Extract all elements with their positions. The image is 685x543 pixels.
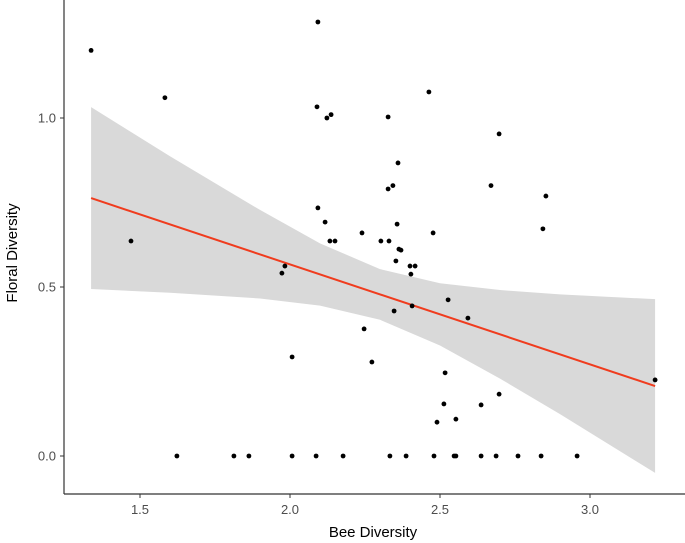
data-point — [128, 238, 134, 244]
data-point — [315, 19, 321, 25]
data-point — [387, 453, 393, 459]
data-point — [412, 263, 418, 269]
data-point — [465, 315, 471, 321]
data-point — [431, 453, 437, 459]
points-group — [88, 19, 658, 459]
data-point — [478, 453, 484, 459]
data-point — [282, 263, 288, 269]
data-point — [231, 453, 237, 459]
data-point — [361, 326, 367, 332]
confidence-band-group — [91, 107, 656, 473]
data-point — [391, 308, 397, 314]
data-point — [515, 453, 521, 459]
data-point — [385, 186, 391, 192]
data-point — [390, 183, 396, 189]
x-tick-label: 2.5 — [431, 502, 449, 517]
data-point — [442, 370, 448, 376]
data-point — [496, 131, 502, 137]
data-point — [394, 221, 400, 227]
y-ticks: 0.0 0.5 1.0 — [38, 111, 64, 464]
data-point — [453, 416, 459, 422]
data-point — [279, 270, 285, 276]
data-point — [441, 401, 447, 407]
y-tick-label: 0.5 — [38, 280, 56, 295]
x-ticks: 1.5 2.0 2.5 3.0 — [131, 494, 599, 517]
fit-line-group — [90, 197, 656, 387]
x-tick-label: 2.0 — [281, 502, 299, 517]
data-point — [322, 219, 328, 225]
data-point — [652, 377, 658, 383]
data-point — [434, 419, 440, 425]
data-point — [395, 160, 401, 166]
y-axis-title: Floral Diversity — [4, 203, 21, 303]
data-point — [488, 183, 494, 189]
x-tick-label: 3.0 — [581, 502, 599, 517]
data-point — [324, 115, 330, 121]
data-point — [359, 230, 365, 236]
data-point — [332, 238, 338, 244]
data-point — [327, 238, 333, 244]
data-point — [430, 230, 436, 236]
data-point — [328, 112, 334, 118]
data-point — [426, 89, 432, 95]
data-point — [393, 258, 399, 264]
data-point — [574, 453, 580, 459]
data-point — [493, 453, 499, 459]
confidence-band — [91, 107, 656, 473]
data-point — [289, 354, 295, 360]
data-point — [403, 453, 409, 459]
data-point — [386, 238, 392, 244]
data-point — [313, 453, 319, 459]
data-point — [496, 391, 502, 397]
data-point — [378, 238, 384, 244]
data-point — [478, 402, 484, 408]
data-point — [445, 297, 451, 303]
data-point — [543, 193, 549, 199]
x-tick-label: 1.5 — [131, 502, 149, 517]
data-point — [408, 271, 414, 277]
data-point — [540, 226, 546, 232]
data-point — [538, 453, 544, 459]
data-point — [315, 205, 321, 211]
y-tick-label: 0.0 — [38, 449, 56, 464]
regression-line — [90, 197, 656, 387]
data-point — [453, 453, 459, 459]
data-point — [289, 453, 295, 459]
data-point — [174, 453, 180, 459]
data-point — [398, 247, 404, 253]
y-tick-label: 1.0 — [38, 111, 56, 126]
data-point — [340, 453, 346, 459]
data-point — [407, 263, 413, 269]
data-point — [409, 303, 415, 309]
data-point — [88, 48, 94, 53]
data-point — [162, 95, 168, 101]
data-point — [246, 453, 252, 459]
data-point — [314, 104, 320, 110]
data-point — [385, 114, 391, 120]
x-axis-title: Bee Diversity — [329, 524, 418, 541]
data-point — [369, 359, 375, 365]
